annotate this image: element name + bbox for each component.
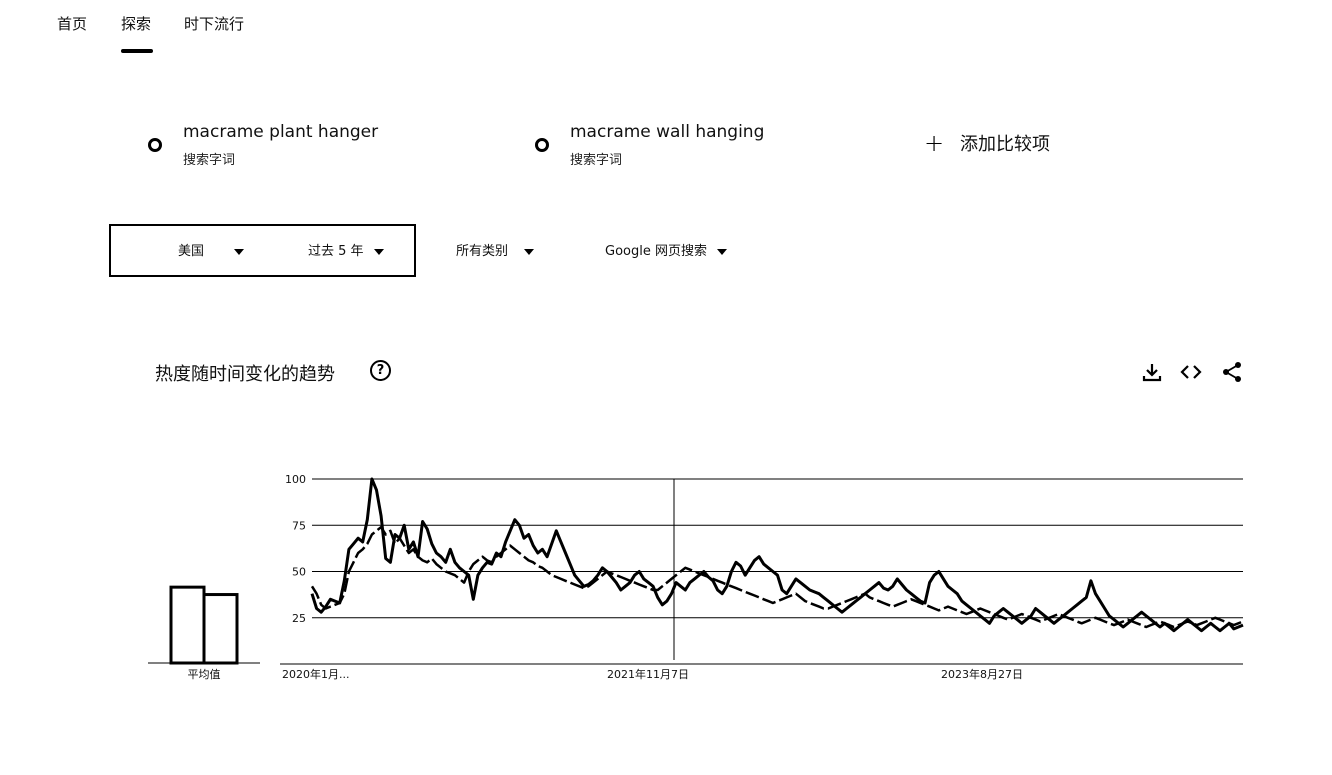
chart-x-axis: 2020年1月... 2021年11月7日 2023年8月27日	[282, 667, 1023, 681]
embed-icon[interactable]	[1180, 361, 1202, 383]
help-icon[interactable]: ?	[370, 360, 391, 381]
nav-trending[interactable]: 时下流行	[184, 15, 245, 33]
series-marker-icon	[148, 138, 162, 152]
caret-down-icon	[717, 248, 728, 255]
category-value: 所有类别	[456, 244, 509, 259]
x-tick-label: 2023年8月27日	[941, 667, 1023, 681]
add-compare-label: 添加比较项	[960, 134, 1050, 155]
series-line-2	[310, 525, 1244, 629]
region-filter[interactable]: 美国	[178, 240, 245, 259]
caret-down-icon	[234, 248, 245, 255]
plus-icon: +	[923, 129, 945, 157]
series-marker-icon	[535, 138, 549, 152]
chart-series	[310, 477, 1244, 633]
filter-group-box	[109, 224, 416, 277]
share-icon[interactable]	[1221, 361, 1243, 383]
chart-grid: 100 75 50 25	[280, 473, 1243, 665]
download-icon[interactable]	[1141, 361, 1163, 383]
y-tick-label: 25	[292, 612, 306, 625]
y-tick-label: 75	[292, 519, 306, 532]
nav-home[interactable]: 首页	[57, 15, 88, 33]
time-value: 过去 5 年	[308, 244, 364, 259]
nav-explore[interactable]: 探索	[121, 15, 152, 33]
caret-down-icon	[524, 248, 535, 255]
search-type-filter[interactable]: Google 网页搜索	[605, 240, 728, 259]
top-nav: 首页 探索 时下流行	[0, 0, 1332, 56]
time-filter[interactable]: 过去 5 年	[308, 240, 384, 259]
average-bar-2	[202, 593, 239, 665]
add-compare-button[interactable]: + 添加比较项	[922, 130, 1050, 156]
caret-down-icon	[373, 248, 384, 255]
region-value: 美国	[178, 244, 205, 259]
series-line-1	[310, 477, 1244, 633]
section-title: 热度随时间变化的趋势	[155, 364, 335, 385]
category-filter[interactable]: 所有类别	[456, 240, 535, 259]
average-bar-1	[169, 585, 206, 665]
average-chart: 平均值	[148, 585, 260, 681]
term-type: 搜索字词	[570, 153, 623, 168]
x-tick-label: 2020年1月...	[282, 667, 349, 681]
x-tick-label: 2021年11月7日	[607, 667, 689, 681]
y-tick-label: 50	[292, 566, 306, 579]
active-tab-indicator	[121, 49, 153, 53]
average-label: 平均值	[188, 668, 221, 681]
search-type-value: Google 网页搜索	[605, 244, 707, 259]
term-type: 搜索字词	[183, 153, 236, 168]
term-name: macrame wall hanging	[570, 122, 765, 142]
y-tick-label: 100	[285, 473, 306, 486]
term-name: macrame plant hanger	[183, 122, 379, 142]
